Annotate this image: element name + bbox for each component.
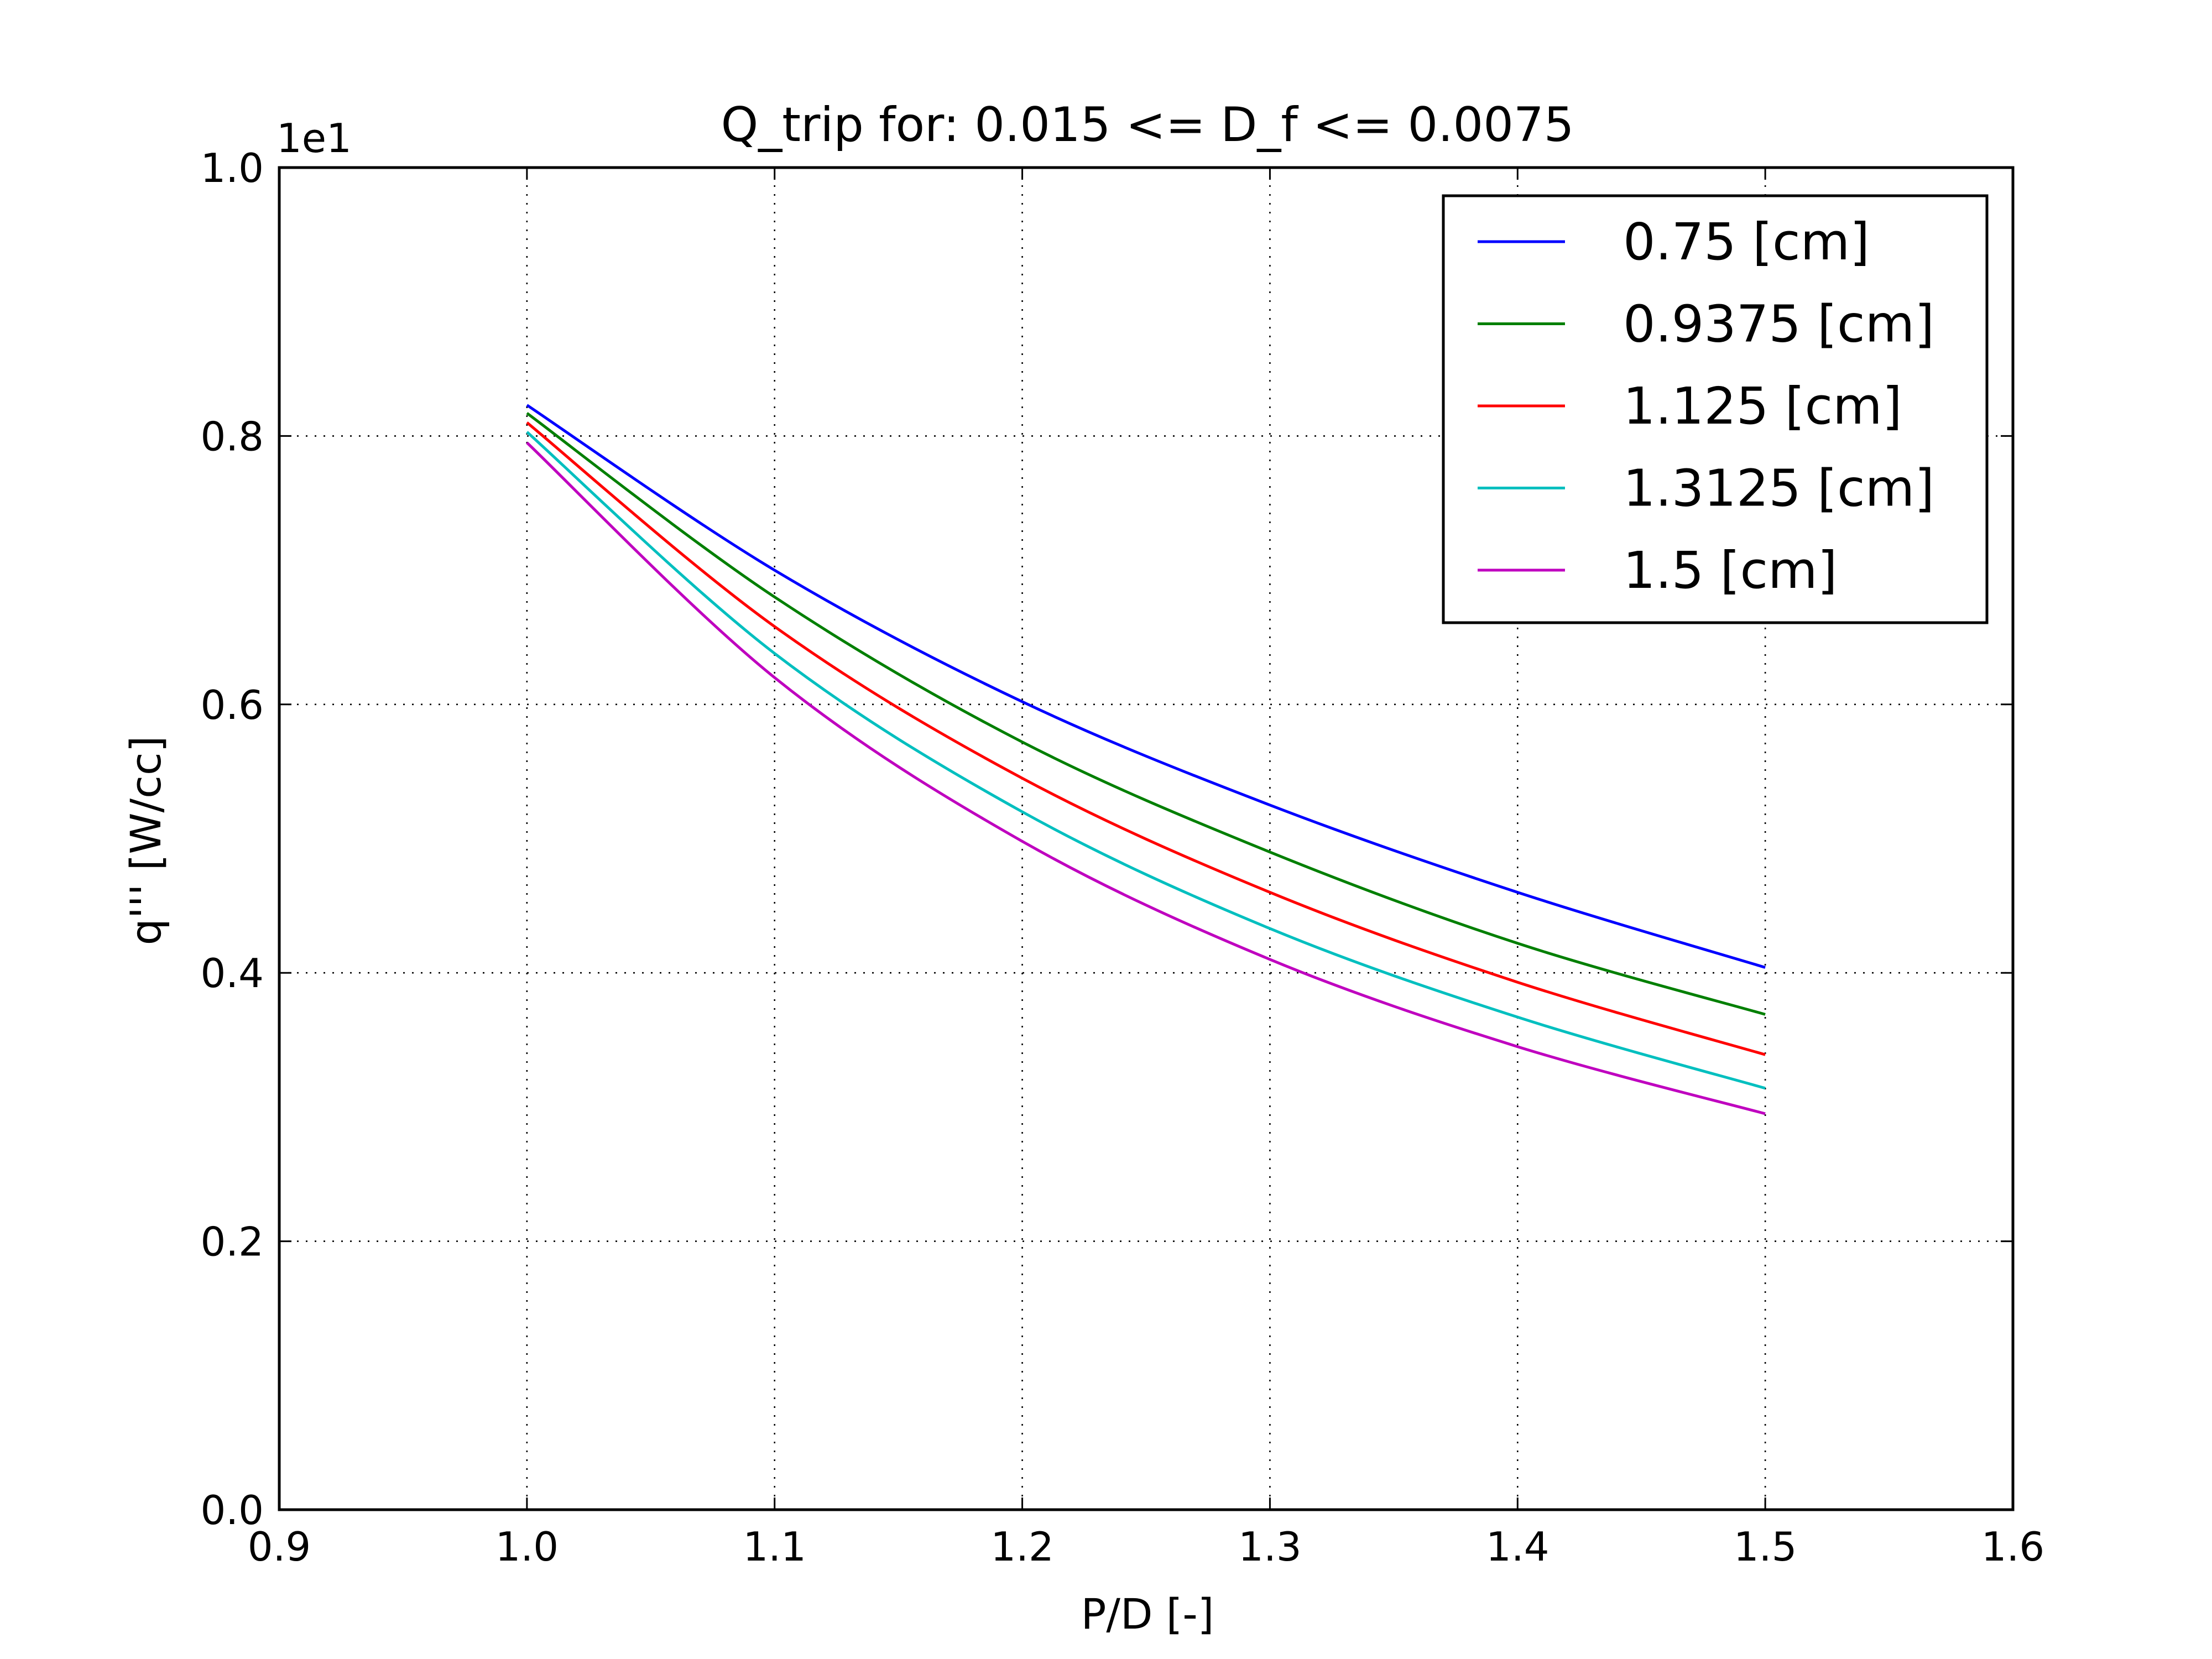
y-tick-label: 0.4 bbox=[200, 950, 264, 997]
legend-entry-label: 1.125 [cm] bbox=[1623, 377, 1902, 436]
x-tick-label: 0.9 bbox=[248, 1524, 311, 1570]
legend-entry-label: 0.9375 [cm] bbox=[1623, 295, 1934, 354]
x-tick-label: 1.0 bbox=[495, 1524, 559, 1570]
x-tick-label: 1.1 bbox=[743, 1524, 806, 1570]
x-tick-label: 1.5 bbox=[1734, 1524, 1797, 1570]
y-tick-label: 0.6 bbox=[200, 682, 264, 728]
y-tick-label: 0.2 bbox=[200, 1219, 264, 1265]
axis-ticks bbox=[278, 166, 2014, 1511]
legend-entry-label: 1.5 [cm] bbox=[1623, 541, 1838, 600]
y-tick-label: 0.0 bbox=[200, 1487, 264, 1533]
x-tick-label: 1.3 bbox=[1238, 1524, 1302, 1570]
x-tick-label: 1.4 bbox=[1486, 1524, 1550, 1570]
y-offset-label: 1e1 bbox=[276, 115, 352, 161]
legend: 0.75 [cm] 0.9375 [cm] 1.125 [cm] 1.3125 [cm… bbox=[1442, 194, 1989, 624]
legend-entry-label: 1.3125 [cm] bbox=[1623, 459, 1934, 518]
series-lines bbox=[526, 404, 1766, 1115]
x-tick-label: 1.2 bbox=[990, 1524, 1054, 1570]
series-line-1 bbox=[526, 404, 1766, 969]
y-tick-label: 1.0 bbox=[200, 145, 264, 191]
x-tick-label: 1.6 bbox=[1981, 1524, 2045, 1570]
y-axis-label: q''' [W/cc] bbox=[121, 736, 170, 946]
series-line-3 bbox=[526, 421, 1766, 1056]
chart-title: Q_trip for: 0.015 <= D_f <= 0.0075 bbox=[721, 97, 1574, 153]
series-line-5 bbox=[526, 441, 1766, 1115]
y-tick-label: 0.8 bbox=[200, 413, 264, 460]
series-line-4 bbox=[526, 431, 1766, 1090]
series-line-2 bbox=[526, 412, 1766, 1016]
plot-frame bbox=[278, 166, 2015, 1511]
legend-box bbox=[1442, 194, 1989, 624]
legend-entry-label: 0.75 [cm] bbox=[1623, 212, 1870, 272]
x-axis-label: P/D [-] bbox=[1081, 1589, 1214, 1639]
